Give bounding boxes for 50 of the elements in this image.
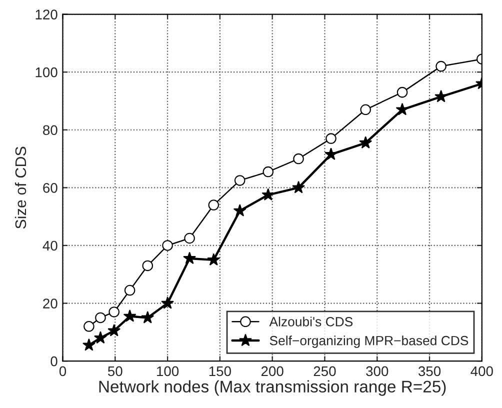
x-tick-label: 400 [470,366,493,376]
point [142,260,154,272]
point [95,312,106,324]
y-tick-label: 40 [42,240,58,251]
point [123,310,136,322]
point [293,153,304,164]
legend-label: Self−organizing MPR−based CDS [270,336,468,348]
x-tick-label: 300 [366,366,388,376]
point [262,188,275,200]
x-tick-label: 100 [157,366,179,376]
y-tick-label: 120 [36,10,58,20]
y-tick-label: 0 [50,356,58,366]
legend-label: Alzoubi's CDS [269,316,353,326]
y-tick-label: 100 [36,67,58,78]
point [360,104,371,116]
point [207,253,220,266]
point [183,252,196,264]
point [359,136,372,148]
y-tick-label: 60 [43,183,58,193]
point [162,240,173,251]
point [434,90,448,102]
point [396,102,409,116]
point [82,338,96,351]
point [233,204,246,216]
y-tick-label: 80 [43,125,58,136]
x-tick-label: 50 [108,366,122,376]
point [234,175,246,186]
point [436,60,446,72]
point [396,86,408,98]
point [84,321,94,332]
point [161,296,174,309]
x-tick-label: 150 [209,366,231,376]
point [324,148,338,160]
x-tick-label: 250 [314,366,336,376]
point [184,232,195,244]
point [124,284,136,296]
point [108,306,120,318]
x-axis-title: Network nodes (Max transmission range R=25) [99,380,446,396]
y-tick-label: 20 [43,298,58,308]
point [262,166,274,178]
point [326,133,336,144]
x-tick-label: 200 [261,366,284,376]
point [141,310,154,324]
point [208,200,220,210]
point [94,331,107,344]
point [292,180,305,194]
x-tick-label: 0 [59,366,66,376]
point [108,324,121,336]
x-tick-label: 350 [418,366,441,376]
y-axis-title: Size of CDS [14,146,26,229]
